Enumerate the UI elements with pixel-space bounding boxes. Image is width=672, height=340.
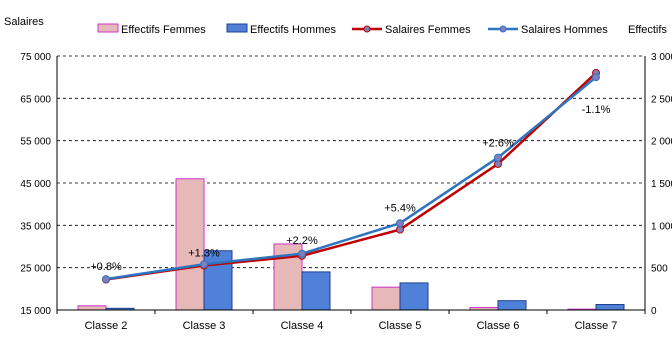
y-right-tick-label: 1 000 bbox=[651, 221, 672, 232]
x-tick-label: Classe 6 bbox=[477, 320, 520, 332]
annotation-label: +1.3% bbox=[188, 248, 220, 260]
y-right-tick-labels: 0 500 1 000 1 500 2 000 2 500 3 000 bbox=[651, 52, 672, 317]
bar bbox=[497, 300, 527, 311]
y-right-tick-label: 3 000 bbox=[651, 52, 672, 63]
bar bbox=[301, 271, 331, 311]
y-left-axis-label: Salaires bbox=[4, 16, 44, 28]
annotation-label: +5.4% bbox=[384, 202, 416, 214]
gridlines bbox=[57, 55, 645, 269]
line-point bbox=[592, 73, 600, 82]
legend-marker bbox=[363, 25, 371, 33]
y-left-tick-label: 25 000 bbox=[20, 264, 51, 275]
y-right-axis-label: Effectifs bbox=[628, 24, 667, 36]
y-right-tick-label: 2 500 bbox=[651, 94, 672, 105]
legend-swatch bbox=[97, 23, 119, 33]
y-right-tick-label: 1 500 bbox=[651, 179, 672, 190]
y-left-tick-label: 15 000 bbox=[20, 306, 51, 317]
annotation-label: +2.2% bbox=[286, 235, 318, 247]
y-left-tick-label: 65 000 bbox=[20, 94, 51, 105]
legend-label: Salaires Hommes bbox=[521, 24, 608, 36]
annotations: +0.8% +1.3% +2.2% +5.4% +2.6% -1.1% bbox=[90, 104, 610, 273]
line-series bbox=[102, 68, 600, 284]
x-tick-label: Classe 7 bbox=[575, 320, 618, 332]
bar bbox=[399, 282, 429, 311]
y-left-tick-label: 35 000 bbox=[20, 221, 51, 232]
legend-swatch bbox=[226, 23, 248, 33]
bar bbox=[77, 305, 107, 311]
line-point bbox=[200, 260, 208, 269]
x-tick-label: Classe 4 bbox=[281, 320, 324, 332]
axes bbox=[56, 56, 646, 314]
line-point bbox=[298, 249, 306, 258]
bar-series bbox=[77, 178, 625, 311]
y-right-tick-label: 0 bbox=[651, 306, 657, 317]
line-point bbox=[396, 219, 404, 228]
line-point bbox=[494, 153, 502, 162]
legend-label: Salaires Femmes bbox=[385, 24, 471, 36]
bar bbox=[595, 303, 625, 311]
annotation-label: +2.6% bbox=[482, 138, 514, 150]
x-tick-label: Classe 3 bbox=[183, 320, 226, 332]
y-right-tick-label: 2 000 bbox=[651, 137, 672, 148]
annotation-label: +0.8% bbox=[90, 261, 122, 273]
legend-marker bbox=[499, 25, 507, 33]
series-line bbox=[105, 76, 597, 281]
y-left-tick-label: 45 000 bbox=[20, 179, 51, 190]
bar bbox=[175, 178, 205, 311]
annotation-label: -1.1% bbox=[582, 104, 611, 116]
x-tick-labels: Classe 2 Classe 3 Classe 4 Classe 5 Classe 6… bbox=[85, 320, 618, 332]
legend: Effectifs Femmes Effectifs Hommes Salaires… bbox=[97, 23, 608, 36]
legend-label: Effectifs Hommes bbox=[250, 24, 336, 36]
y-left-tick-label: 55 000 bbox=[20, 137, 51, 148]
x-tick-label: Classe 5 bbox=[379, 320, 422, 332]
legend-label: Effectifs Femmes bbox=[121, 24, 206, 36]
bar bbox=[371, 286, 401, 311]
y-left-tick-label: 75 000 bbox=[20, 52, 51, 63]
x-tick-label: Classe 2 bbox=[85, 320, 128, 332]
y-right-tick-label: 500 bbox=[651, 264, 668, 275]
line-point bbox=[102, 275, 110, 284]
y-left-tick-labels: 15 000 25 000 35 000 45 000 55 000 65 000 75 0… bbox=[20, 52, 51, 317]
